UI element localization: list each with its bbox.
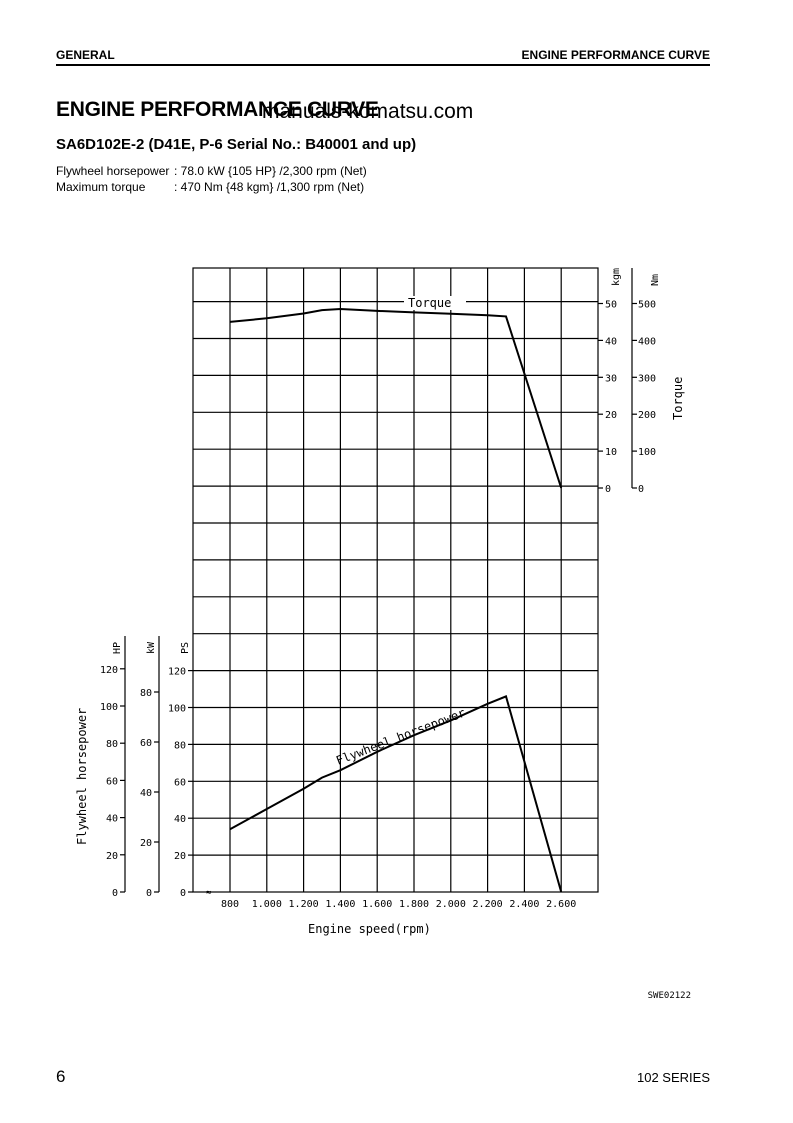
header-topic: ENGINE PERFORMANCE CURVE <box>521 48 710 62</box>
svg-text:0: 0 <box>180 888 186 899</box>
svg-text:80: 80 <box>140 688 152 699</box>
power-axis-title: Flywheel horsepower <box>75 708 89 845</box>
svg-text:0: 0 <box>112 888 118 899</box>
svg-text:50: 50 <box>605 300 617 311</box>
svg-text:1.000: 1.000 <box>252 899 282 910</box>
svg-text:20: 20 <box>140 838 152 849</box>
svg-text:0: 0 <box>146 888 152 899</box>
svg-text:300: 300 <box>638 373 656 384</box>
page-header: GENERAL ENGINE PERFORMANCE CURVE <box>56 47 710 66</box>
watermark: manuals-komatsu.com <box>262 100 474 123</box>
spec-torque: Maximum torque : 470 Nm {48 kgm} /1,300 r… <box>56 180 364 194</box>
svg-text:80: 80 <box>106 739 118 750</box>
chart-axes <box>120 268 637 893</box>
tick-labels: 0102030405001002003004005000204060801001… <box>100 300 656 911</box>
svg-text:80: 80 <box>174 740 186 751</box>
ps-unit-label: PS <box>180 642 191 654</box>
svg-text:0: 0 <box>605 484 611 495</box>
spec-value: : 470 Nm {48 kgm} /1,300 rpm (Net) <box>174 180 365 194</box>
svg-text:10: 10 <box>605 447 617 458</box>
header-section: GENERAL <box>56 48 115 62</box>
spec-key: Maximum torque <box>56 180 146 194</box>
engine-model: SA6D102E-2 (D41E, P-6 Serial No.: B40001… <box>56 136 417 153</box>
svg-text:100: 100 <box>100 702 118 713</box>
svg-text:40: 40 <box>140 788 152 799</box>
horsepower-curve-label: Flywheel horsepower <box>334 706 467 768</box>
svg-text:60: 60 <box>140 738 152 749</box>
nm-unit-label: Nm <box>650 274 661 286</box>
svg-text:20: 20 <box>174 851 186 862</box>
figure-id: SWE02122 <box>647 991 691 1001</box>
svg-text:40: 40 <box>106 814 118 825</box>
svg-text:30: 30 <box>605 373 617 384</box>
svg-text:120: 120 <box>168 667 186 678</box>
svg-text:500: 500 <box>638 300 656 311</box>
svg-text:200: 200 <box>638 410 656 421</box>
page-title: ENGINE PERFORMANCE CURVE <box>56 98 379 121</box>
svg-text:0: 0 <box>638 484 644 495</box>
svg-text:60: 60 <box>106 776 118 787</box>
svg-text:2.400: 2.400 <box>509 899 539 910</box>
chart-grid <box>192 267 599 893</box>
svg-text:800: 800 <box>221 899 239 910</box>
svg-text:100: 100 <box>638 447 656 458</box>
svg-text:100: 100 <box>168 704 186 715</box>
svg-text:1.800: 1.800 <box>399 899 429 910</box>
svg-text:60: 60 <box>174 777 186 788</box>
svg-text:1.600: 1.600 <box>362 899 392 910</box>
svg-text:1.400: 1.400 <box>325 899 355 910</box>
kw-unit-label: kW <box>146 641 157 654</box>
svg-text:40: 40 <box>605 336 617 347</box>
x-axis-title: Engine speed(rpm) <box>308 922 431 936</box>
page-number: 6 <box>56 1067 66 1086</box>
svg-text:20: 20 <box>106 851 118 862</box>
svg-text:40: 40 <box>174 814 186 825</box>
hp-unit-label: HP <box>112 642 123 654</box>
series-label: 102 SERIES <box>637 1070 710 1085</box>
spec-horsepower: Flywheel horsepower : 78.0 kW {105 HP} /2… <box>56 164 367 178</box>
torque-axis-title: Torque <box>671 377 685 420</box>
torque-curve-label: Torque <box>408 296 451 310</box>
horsepower-curve <box>229 695 563 893</box>
svg-text:1.200: 1.200 <box>289 899 319 910</box>
svg-text:2.200: 2.200 <box>473 899 503 910</box>
kgm-unit-label: kgm <box>611 268 622 286</box>
axis-break-icon: ≈ <box>206 888 212 898</box>
spec-value: : 78.0 kW {105 HP} /2,300 rpm (Net) <box>174 164 367 178</box>
torque-curve <box>229 307 563 489</box>
svg-text:20: 20 <box>605 410 617 421</box>
svg-text:2.000: 2.000 <box>436 899 466 910</box>
svg-text:2.600: 2.600 <box>546 899 576 910</box>
svg-text:120: 120 <box>100 665 118 676</box>
svg-text:400: 400 <box>638 336 656 347</box>
spec-key: Flywheel horsepower <box>56 164 170 178</box>
